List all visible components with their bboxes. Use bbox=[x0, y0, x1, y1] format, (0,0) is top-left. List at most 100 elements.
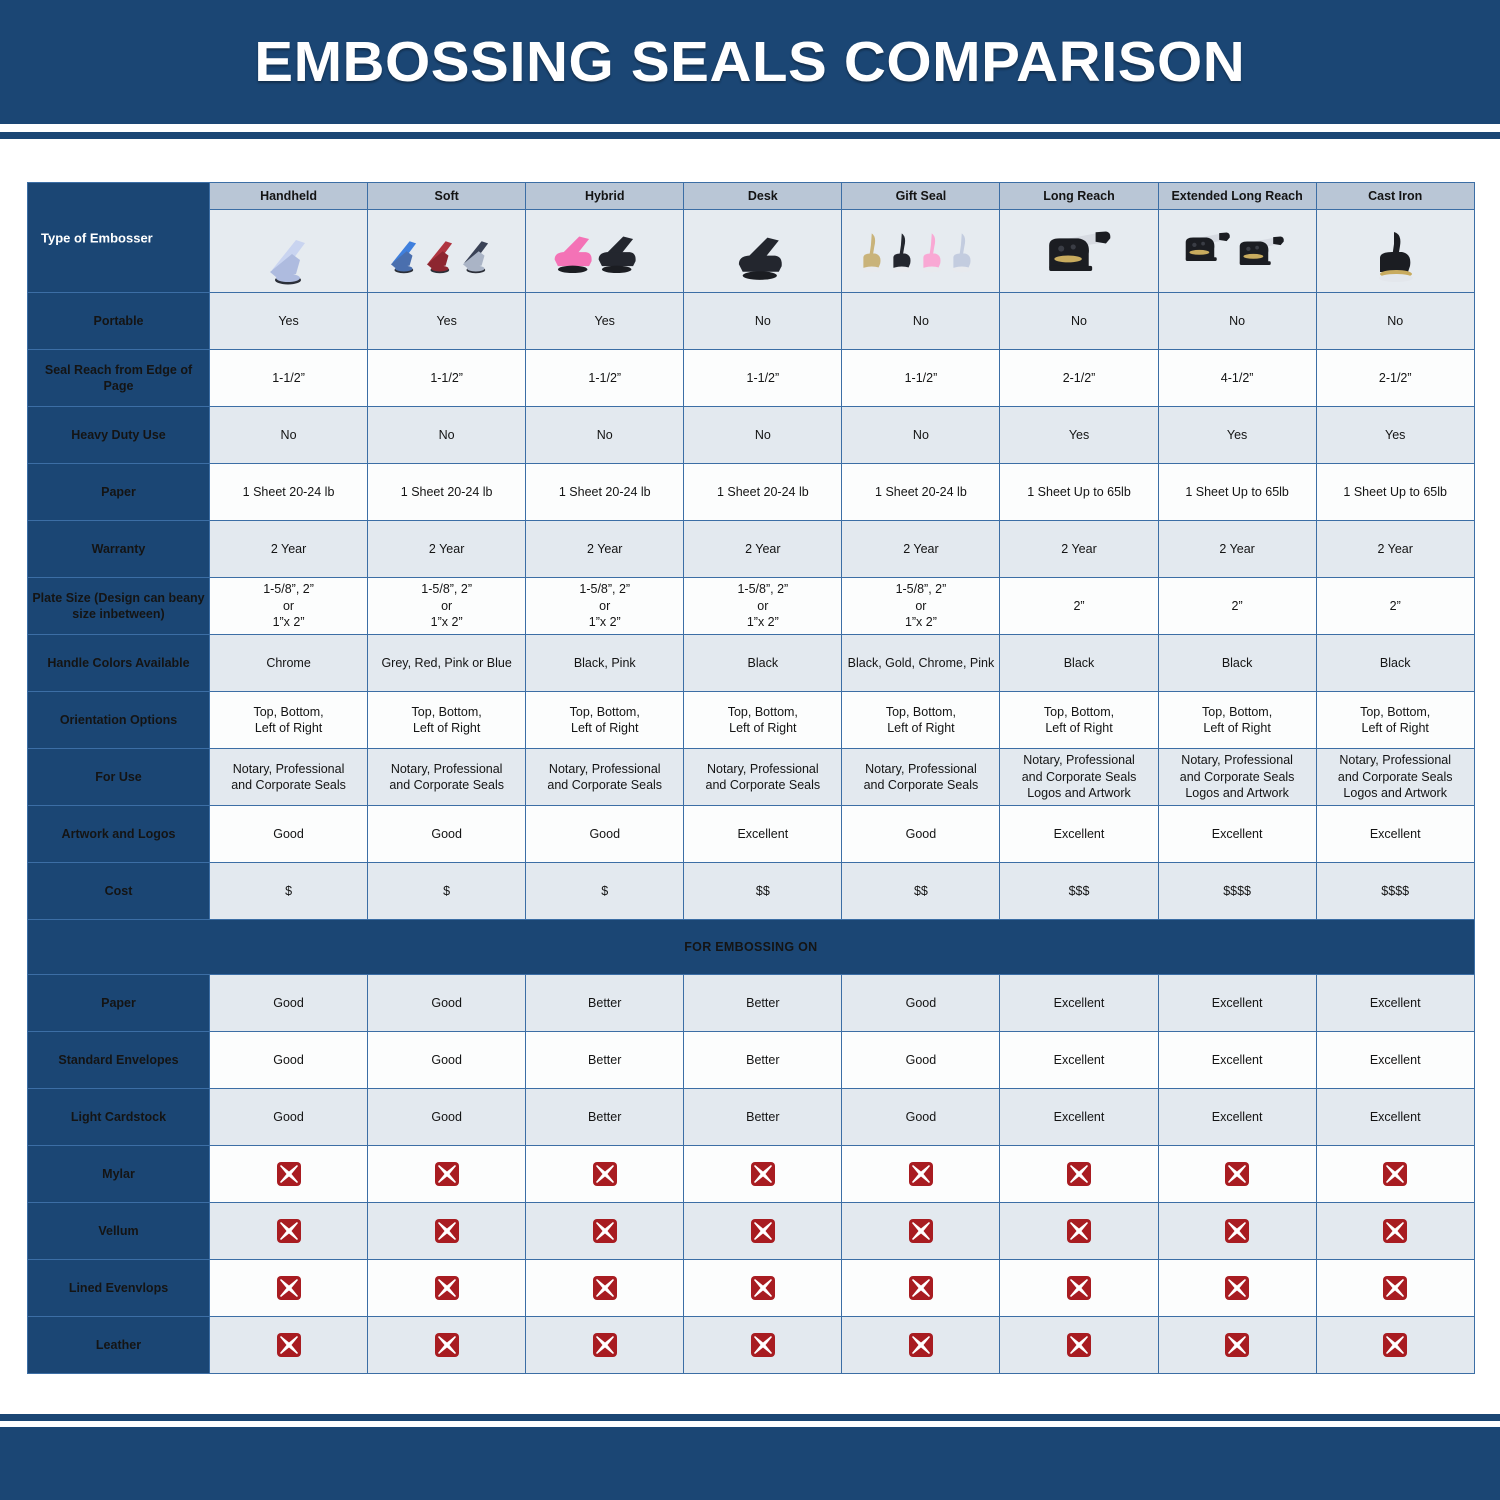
cell-10-2: $ bbox=[525, 862, 685, 920]
gift-seal-quartet bbox=[845, 212, 996, 290]
embossing-cell-1-0: Good bbox=[208, 1031, 369, 1089]
cell-line: Excellent bbox=[1053, 826, 1105, 841]
cell-line: and Corporate Seals bbox=[389, 778, 504, 792]
cell-9-4: Good bbox=[841, 805, 1001, 863]
embossing-cell-4-0 bbox=[208, 1202, 369, 1260]
table-row: Handle Colors Available Chrome Grey, Red, … bbox=[27, 634, 1475, 692]
embossing-cell-0-0: Good bbox=[208, 974, 369, 1032]
cell-line: Excellent bbox=[1369, 826, 1421, 841]
x-mark-icon bbox=[276, 1332, 302, 1358]
table-row: Light Cardstock Good Good Better Better Good E… bbox=[27, 1088, 1475, 1146]
x-mark-icon bbox=[908, 1218, 934, 1244]
cell-4-2: 2 Year bbox=[525, 520, 685, 578]
cell-3-1: 1 Sheet 20-24 lb bbox=[367, 463, 527, 521]
cell-line: Left of Right bbox=[571, 721, 639, 735]
embossing-cell-3-2 bbox=[525, 1145, 685, 1203]
column-header-hybrid[interactable]: Hybrid bbox=[525, 182, 685, 210]
column-header-extended-long-reach[interactable]: Extended Long Reach bbox=[1157, 182, 1317, 210]
cell-8-4: Notary, Professional and Corporate Seals bbox=[841, 748, 1001, 806]
cell-line: Top, Bottom, bbox=[885, 704, 957, 719]
cell-5-2: 1-5/8”, 2” or 1”x 2” bbox=[525, 577, 685, 635]
cell-line: Light Cardstock bbox=[70, 1109, 167, 1124]
cell-line: Paper bbox=[101, 484, 136, 499]
row-label-orientation-options: Orientation Options bbox=[27, 691, 210, 749]
cell-line: Grey, Red, Pink or Blue bbox=[381, 655, 512, 670]
x-mark-icon bbox=[1224, 1161, 1250, 1187]
cell-line: 1-5/8”, 2” bbox=[895, 582, 947, 597]
row-label-lined-evenvlops: Lined Evenvlops bbox=[27, 1259, 210, 1317]
comparison-table-body: Type of Embosser Handheld Soft Hybrid Desk Gi… bbox=[27, 182, 1475, 1374]
handheld-embosser bbox=[213, 212, 364, 290]
cell-line: Heavy Duty Use bbox=[71, 427, 166, 442]
column-header-gift-seal[interactable]: Gift Seal bbox=[841, 182, 1001, 210]
table-row: Plate Size (Design can beany size inbetw… bbox=[27, 577, 1475, 635]
column-header-desk[interactable]: Desk bbox=[683, 182, 843, 210]
column-header-soft[interactable]: Soft bbox=[367, 182, 527, 210]
cell-line: or bbox=[757, 598, 769, 613]
gift-seal-quartet-cell bbox=[841, 209, 1001, 293]
cell-2-6: Yes bbox=[1157, 406, 1317, 464]
row-label-seal-reach-from-edge-of-page: Seal Reach from Edge of Page bbox=[27, 349, 210, 407]
cell-line: Good bbox=[273, 995, 304, 1010]
embossing-cell-0-6: Excellent bbox=[1157, 974, 1317, 1032]
cell-3-6: 1 Sheet Up to 65lb bbox=[1157, 463, 1317, 521]
column-header-handheld[interactable]: Handheld bbox=[208, 182, 369, 210]
cell-line: and Corporate Seals bbox=[1179, 769, 1295, 784]
cell-0-2: Yes bbox=[525, 292, 685, 350]
cell-line: 1”x 2” bbox=[588, 615, 621, 630]
cell-0-3: No bbox=[683, 292, 843, 350]
table-header-row: Type of Embosser Handheld Soft Hybrid Desk Gi… bbox=[27, 182, 1475, 293]
x-mark-icon bbox=[592, 1218, 618, 1244]
x-mark-icon bbox=[750, 1218, 776, 1244]
cell-7-2: Top, Bottom, Left of Right bbox=[525, 691, 685, 749]
x-mark-icon bbox=[1066, 1218, 1092, 1244]
cell-9-3: Excellent bbox=[683, 805, 843, 863]
embossing-cell-3-0 bbox=[208, 1145, 369, 1203]
embossing-cell-5-4 bbox=[841, 1259, 1001, 1317]
cell-line: Yes bbox=[1068, 427, 1090, 442]
row-label-vellum: Vellum bbox=[27, 1202, 210, 1260]
cell-line: 1-5/8”, 2” bbox=[737, 582, 789, 597]
embosser-image-row bbox=[28, 209, 1475, 293]
cell-4-1: 2 Year bbox=[367, 520, 527, 578]
x-mark-icon bbox=[1382, 1161, 1408, 1187]
cell-8-7: Notary, Professional and Corporate Seals L… bbox=[1315, 748, 1475, 806]
x-mark-icon bbox=[592, 1275, 618, 1301]
row-label-type-of-embosser: Type of Embosser bbox=[41, 229, 153, 245]
row-label-paper: Paper bbox=[27, 463, 210, 521]
cell-line: $$$$ bbox=[1381, 883, 1410, 898]
cell-2-0: No bbox=[208, 406, 369, 464]
embossing-cell-2-2: Better bbox=[525, 1088, 685, 1146]
cell-6-2: Black, Pink bbox=[525, 634, 685, 692]
cell-line: Left of Right bbox=[1045, 721, 1113, 735]
cell-line: Good bbox=[905, 826, 937, 841]
cell-line: 2” bbox=[1389, 598, 1401, 613]
embossing-cell-0-4: Good bbox=[841, 974, 1001, 1032]
cell-9-2: Good bbox=[525, 805, 685, 863]
table-row: Standard Envelopes Good Good Better Better Go… bbox=[27, 1031, 1475, 1089]
cell-0-1: Yes bbox=[367, 292, 527, 350]
column-header-long-reach[interactable]: Long Reach bbox=[999, 182, 1159, 210]
x-mark-icon bbox=[1066, 1275, 1092, 1301]
table-row: Warranty 2 Year 2 Year 2 Year 2 Year 2 Year 2 … bbox=[27, 520, 1475, 578]
cell-line: Notary, Professional bbox=[707, 761, 819, 776]
embossing-cell-4-3 bbox=[683, 1202, 843, 1260]
x-mark-icon bbox=[276, 1275, 302, 1301]
cell-2-1: No bbox=[367, 406, 527, 464]
cell-line: Logos and Artwork bbox=[1027, 786, 1131, 801]
cell-1-6: 4-1/2” bbox=[1157, 349, 1317, 407]
cell-line: $$$ bbox=[1068, 883, 1090, 898]
embossing-cell-3-6 bbox=[1157, 1145, 1317, 1203]
cell-line: Excellent bbox=[1211, 1109, 1263, 1124]
cell-line: Top, Bottom, bbox=[569, 704, 640, 719]
cell-3-2: 1 Sheet 20-24 lb bbox=[525, 463, 685, 521]
row-label-light-cardstock: Light Cardstock bbox=[27, 1088, 210, 1146]
cell-line: Excellent bbox=[1369, 1109, 1421, 1124]
cell-4-0: 2 Year bbox=[208, 520, 369, 578]
cell-1-3: 1-1/2” bbox=[683, 349, 843, 407]
column-header-cast-iron[interactable]: Cast Iron bbox=[1315, 182, 1475, 210]
cell-line: No bbox=[1387, 313, 1404, 328]
row-label-plate-size-design-can-beany-size-inbetween: Plate Size (Design can beany size inbetw… bbox=[27, 577, 210, 635]
section-banner-row: FOR EMBOSSING ON bbox=[27, 919, 1475, 975]
cell-line: Better bbox=[588, 1052, 622, 1067]
